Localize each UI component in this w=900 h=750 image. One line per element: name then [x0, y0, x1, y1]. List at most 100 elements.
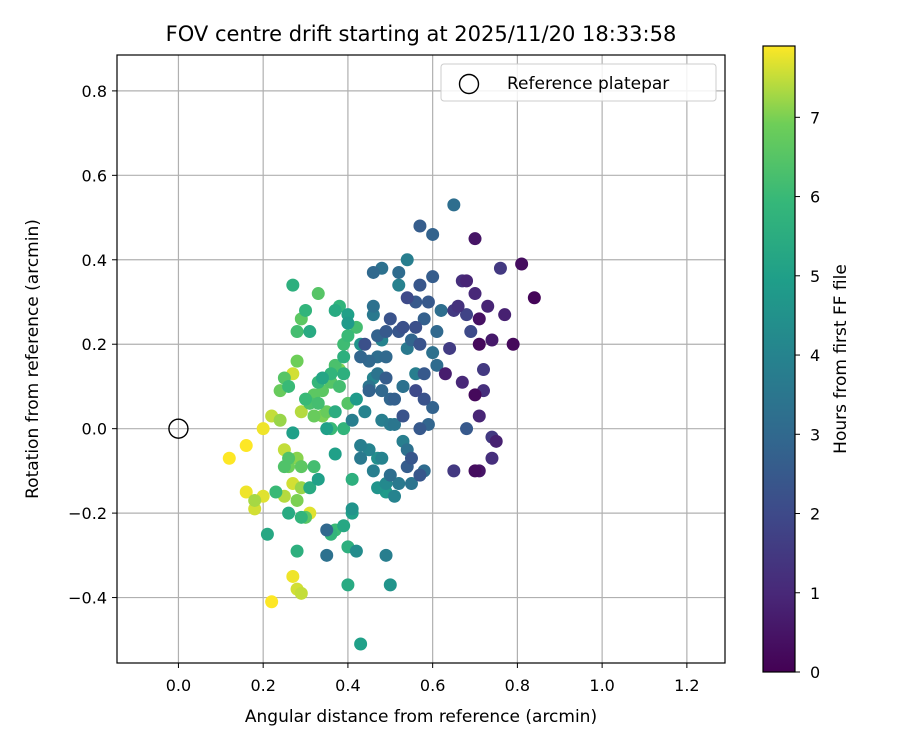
- data-point: [417, 312, 431, 326]
- data-point: [328, 405, 342, 419]
- colorbar-tick-label: 3: [810, 425, 820, 444]
- data-point: [307, 409, 321, 423]
- data-point: [392, 265, 406, 279]
- x-tick-label: 0.6: [420, 676, 445, 695]
- data-point: [354, 350, 368, 364]
- data-point: [286, 278, 300, 292]
- y-tick-label: 0.6: [82, 166, 107, 185]
- data-point: [354, 439, 368, 453]
- data-point: [341, 329, 355, 343]
- data-point: [303, 481, 317, 495]
- colorbar-gradient: [763, 46, 795, 672]
- data-point: [400, 291, 414, 305]
- data-point: [421, 295, 435, 309]
- y-tick-label: −0.4: [68, 589, 107, 608]
- data-point: [493, 261, 507, 275]
- data-point: [417, 367, 431, 381]
- data-point: [299, 303, 313, 317]
- data-point: [413, 219, 427, 233]
- data-point: [294, 405, 308, 419]
- y-tick-label: 0.8: [82, 82, 107, 101]
- colorbar-tick-label: 6: [810, 188, 820, 207]
- colorbar-tick-label: 1: [810, 584, 820, 603]
- data-point: [332, 379, 346, 393]
- y-axis-label: Rotation from reference (arcmin): [23, 219, 43, 499]
- data-point: [375, 451, 389, 465]
- data-point: [273, 413, 287, 427]
- data-point: [337, 350, 351, 364]
- colorbar-label: Hours from first FF file: [831, 264, 851, 454]
- data-point: [345, 413, 359, 427]
- data-point: [379, 350, 393, 364]
- x-axis-label: Angular distance from reference (arcmin): [245, 707, 597, 727]
- data-point: [485, 333, 499, 347]
- data-point: [311, 472, 325, 486]
- data-point: [341, 316, 355, 330]
- data-point: [383, 468, 397, 482]
- data-point: [311, 396, 325, 410]
- data-point: [430, 358, 444, 372]
- data-point: [349, 544, 363, 558]
- colorbar-tick-label: 0: [810, 663, 820, 682]
- data-point: [366, 265, 380, 279]
- data-point: [320, 548, 334, 562]
- data-point: [294, 460, 308, 474]
- data-point: [417, 392, 431, 406]
- data-point: [239, 485, 253, 499]
- data-point: [239, 439, 253, 453]
- data-point: [413, 278, 427, 292]
- data-point: [345, 502, 359, 516]
- data-point: [337, 422, 351, 436]
- data-point: [358, 337, 372, 351]
- data-point: [506, 337, 520, 351]
- data-point: [388, 392, 402, 406]
- data-point: [290, 354, 304, 368]
- legend-label: Reference platepar: [507, 74, 669, 94]
- data-point: [388, 489, 402, 503]
- data-point: [392, 278, 406, 292]
- data-point: [341, 578, 355, 592]
- data-point: [222, 451, 236, 465]
- data-point: [527, 291, 541, 305]
- data-point: [447, 198, 461, 212]
- data-point: [311, 287, 325, 301]
- x-tick-label: 0.2: [250, 676, 275, 695]
- colorbar: 0 1 2 3 4 5 6 7 Hours from first FF file: [762, 45, 851, 682]
- colorbar-frame: [762, 45, 796, 673]
- data-point: [404, 451, 418, 465]
- data-point: [468, 232, 482, 246]
- chart-title: FOV centre drift starting at 2025/11/20 …: [166, 22, 677, 46]
- data-point: [426, 227, 440, 241]
- data-point: [345, 472, 359, 486]
- data-point: [468, 388, 482, 402]
- data-point: [455, 375, 469, 389]
- data-point: [303, 325, 317, 339]
- data-point: [320, 523, 334, 537]
- data-point: [328, 303, 342, 317]
- data-point: [476, 363, 490, 377]
- data-point: [396, 409, 410, 423]
- x-tick-label: 0.4: [335, 676, 360, 695]
- data-point: [468, 464, 482, 478]
- data-point: [294, 586, 308, 600]
- data-point: [438, 367, 452, 381]
- data-point: [260, 527, 274, 541]
- data-point: [426, 346, 440, 360]
- data-point: [354, 451, 368, 465]
- data-point: [388, 417, 402, 431]
- data-point: [464, 325, 478, 339]
- data-point: [430, 325, 444, 339]
- colorbar-ticks: 0 1 2 3 4 5 6 7: [795, 108, 820, 682]
- colorbar-tick-label: 4: [810, 346, 820, 365]
- data-point: [328, 447, 342, 461]
- data-point: [269, 485, 283, 499]
- data-point: [460, 308, 474, 322]
- data-point: [485, 451, 499, 465]
- x-tick-label: 1.0: [589, 676, 614, 695]
- reference-platepar-marker: [168, 418, 189, 439]
- data-point: [379, 548, 393, 562]
- y-tick-label: 0.4: [82, 251, 107, 270]
- data-point: [400, 253, 414, 267]
- x-axis-ticks: 0.0 0.2 0.4 0.6 0.8 1.0 1.2: [166, 663, 700, 695]
- data-point: [472, 409, 486, 423]
